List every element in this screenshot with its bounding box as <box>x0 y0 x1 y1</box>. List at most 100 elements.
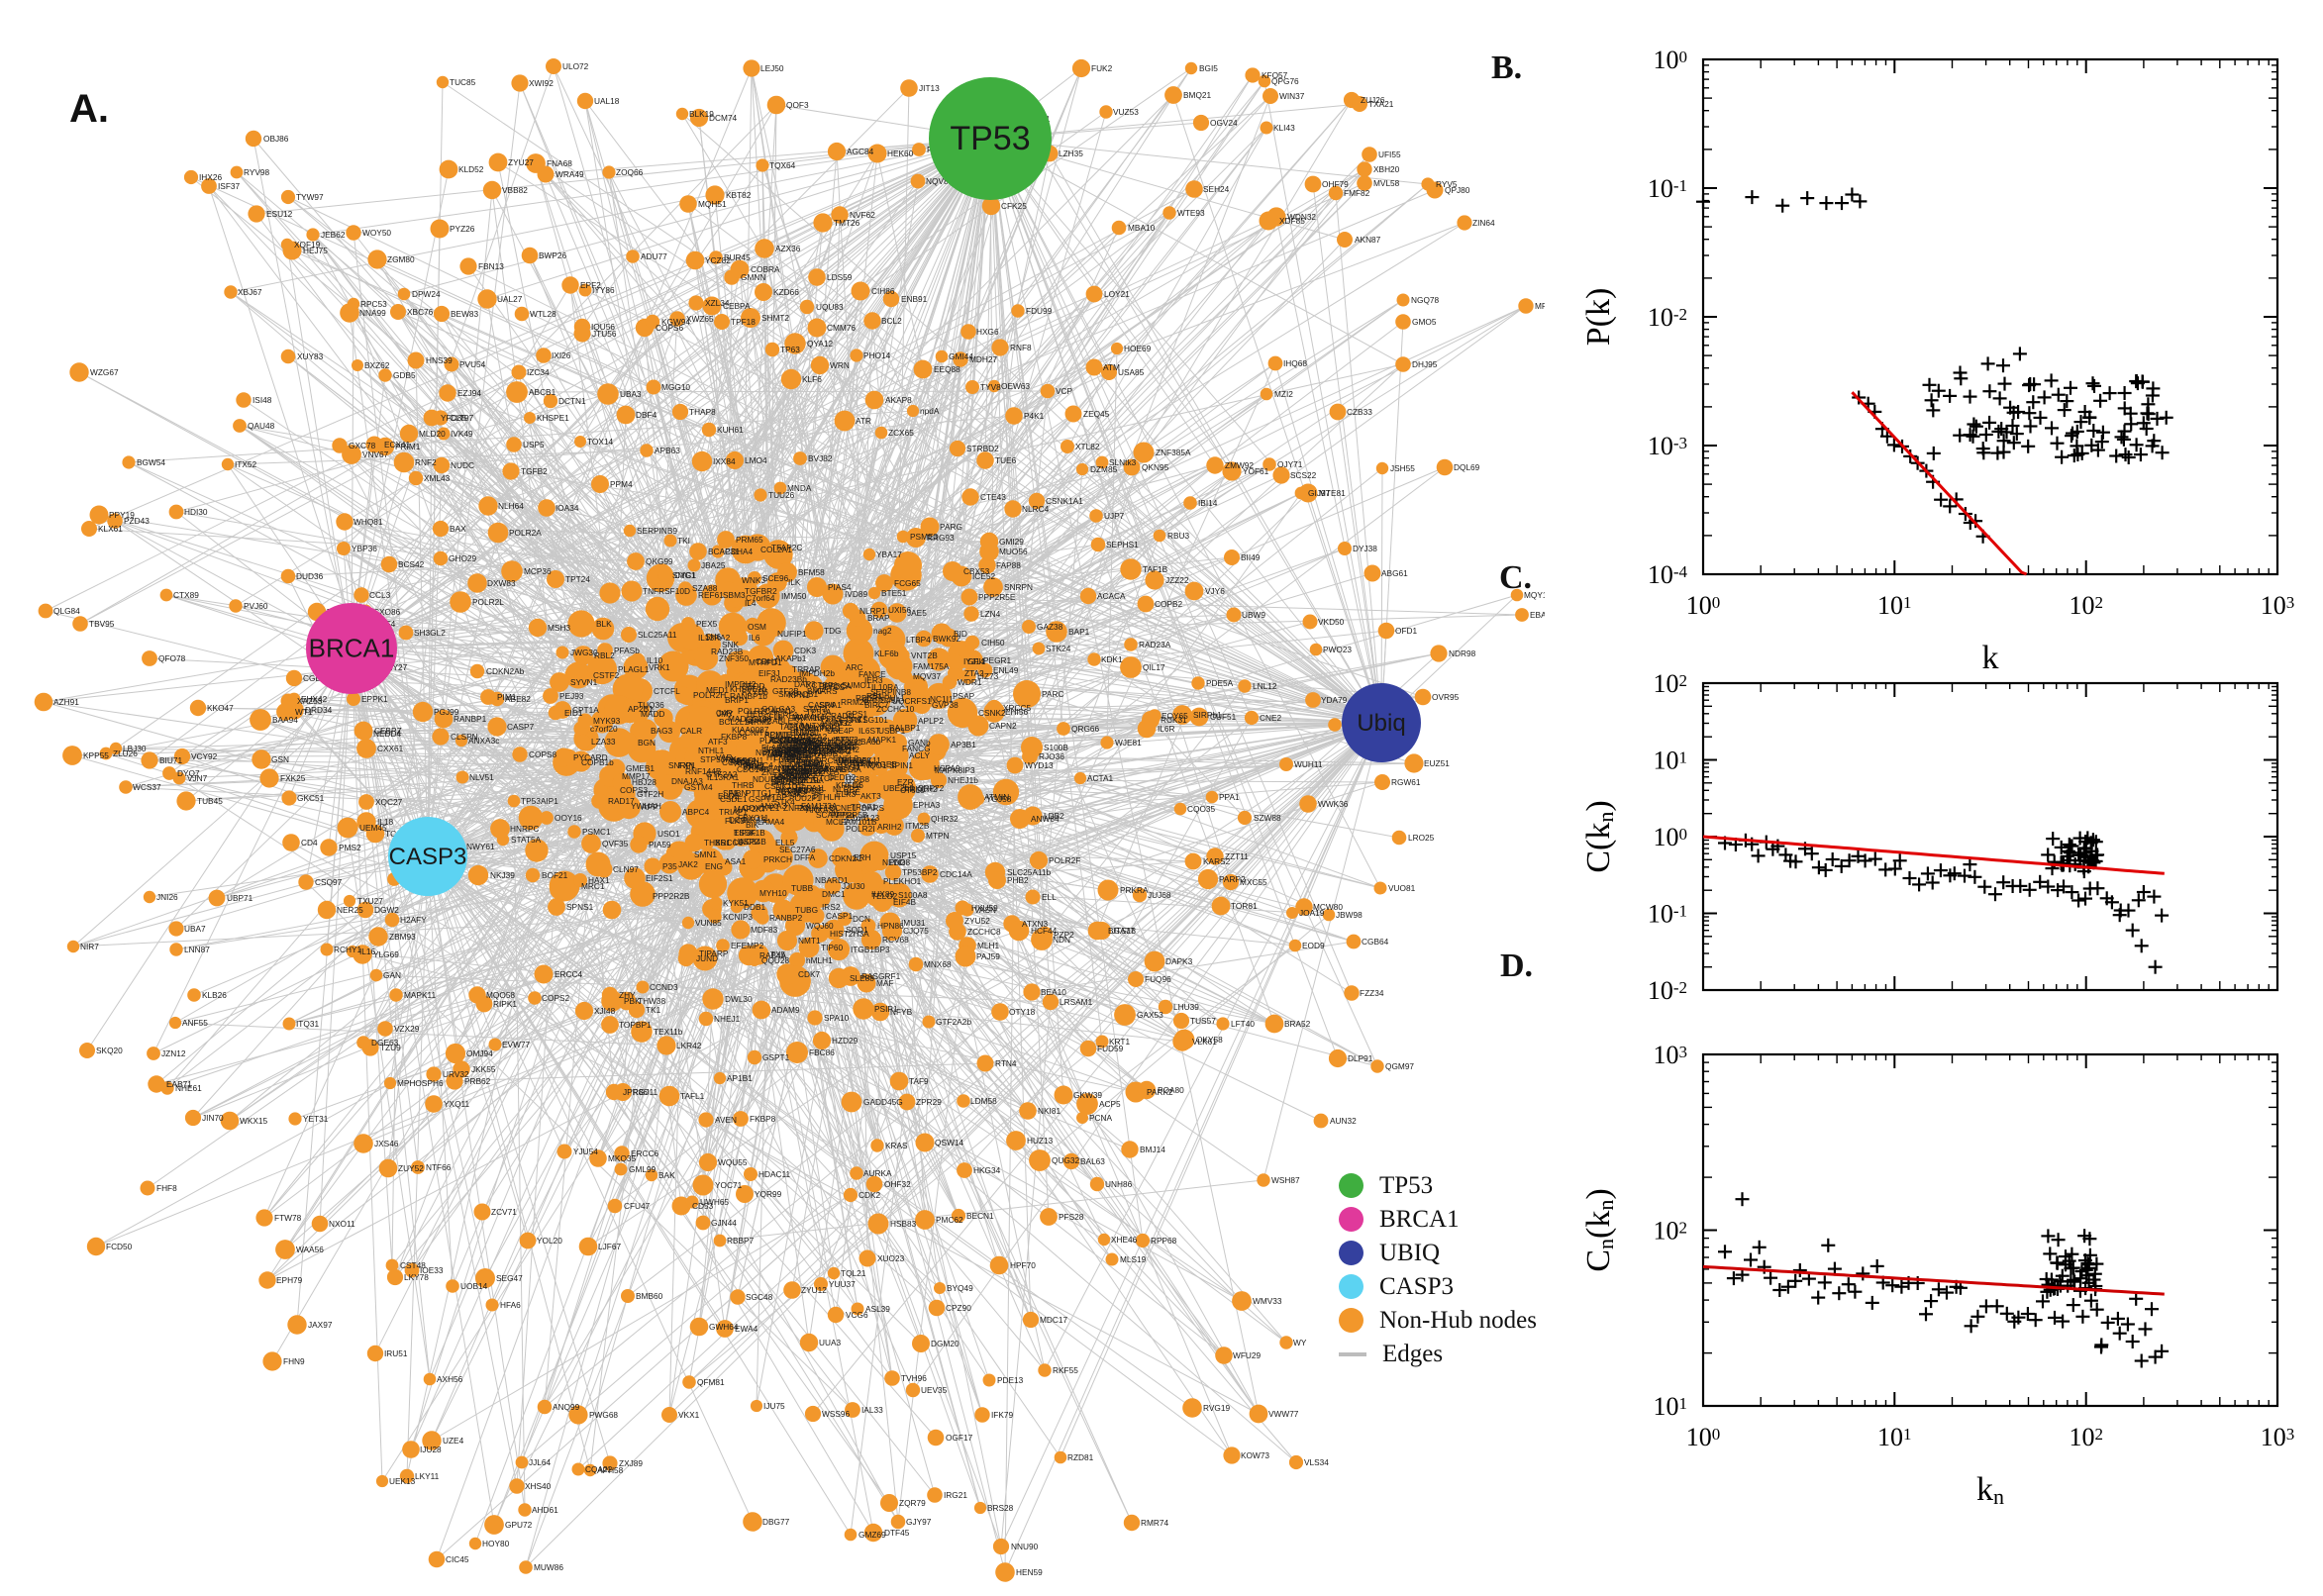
svg-text:LHU39: LHU39 <box>1173 1002 1199 1012</box>
svg-text:GWH64: GWH64 <box>709 1322 739 1332</box>
svg-text:SPNS1: SPNS1 <box>566 902 594 912</box>
svg-text:FUD59: FUD59 <box>1097 1044 1124 1053</box>
svg-text:MVL58: MVL58 <box>1373 178 1400 188</box>
svg-text:QIL17: QIL17 <box>1143 662 1165 672</box>
svg-text:HEN59: HEN59 <box>1016 1567 1043 1577</box>
svg-text:OHF79: OHF79 <box>1322 179 1349 189</box>
svg-text:MQV37: MQV37 <box>913 671 942 681</box>
svg-text:JAE5: JAE5 <box>907 608 927 618</box>
svg-text:DWL30: DWL30 <box>725 994 753 1004</box>
svg-text:CALR: CALR <box>680 726 702 736</box>
svg-text:THW38: THW38 <box>638 996 666 1006</box>
svg-text:PFS28: PFS28 <box>1059 1212 1084 1222</box>
svg-text:QSW14: QSW14 <box>935 1138 963 1147</box>
svg-text:PMC62: PMC62 <box>936 1215 963 1225</box>
svg-text:DQL69: DQL69 <box>1454 462 1480 472</box>
svg-text:AXH56: AXH56 <box>437 1374 463 1384</box>
svg-text:APB63: APB63 <box>655 446 680 455</box>
svg-text:HCF44: HCF44 <box>1031 926 1058 936</box>
svg-text:XBJ67: XBJ67 <box>238 287 262 297</box>
svg-text:WRN: WRN <box>830 360 850 370</box>
svg-text:RIPK1: RIPK1 <box>493 999 517 1009</box>
svg-text:UEK13: UEK13 <box>389 1476 416 1486</box>
svg-text:RPP68: RPP68 <box>1151 1236 1177 1246</box>
svg-text:USP2: USP2 <box>738 837 759 847</box>
svg-text:FKBP8: FKBP8 <box>721 732 748 742</box>
svg-text:MLD20: MLD20 <box>419 429 446 439</box>
svg-text:IL10: IL10 <box>647 655 663 665</box>
svg-text:SBM3: SBM3 <box>723 590 746 600</box>
svg-text:JZN12: JZN12 <box>161 1048 186 1058</box>
svg-text:ISI48: ISI48 <box>252 395 272 405</box>
svg-text:NER25: NER25 <box>337 905 363 915</box>
svg-text:CFK25: CFK25 <box>1001 201 1027 211</box>
svg-text:CSNK1A1: CSNK1A1 <box>1046 496 1083 506</box>
svg-text:PEX5: PEX5 <box>696 619 718 629</box>
svg-text:XQC27: XQC27 <box>375 797 403 807</box>
svg-text:WHQ81: WHQ81 <box>354 517 383 527</box>
svg-text:YCZ82: YCZ82 <box>705 255 731 265</box>
svg-text:APLP2: APLP2 <box>918 716 944 726</box>
svg-text:SZW88: SZW88 <box>1254 813 1281 823</box>
svg-text:TYV8: TYV8 <box>980 382 1001 392</box>
svg-text:MQH51: MQH51 <box>698 199 727 209</box>
svg-text:GJN44: GJN44 <box>711 1218 737 1228</box>
svg-text:AURKA: AURKA <box>863 1168 892 1178</box>
svg-text:MUW86: MUW86 <box>534 1562 563 1572</box>
svg-text:BWK92: BWK92 <box>933 634 961 644</box>
svg-text:VLS34: VLS34 <box>1304 1457 1329 1467</box>
svg-text:FNA68: FNA68 <box>547 158 572 168</box>
svg-text:QQU28: QQU28 <box>761 955 790 965</box>
svg-text:WTE93: WTE93 <box>1177 208 1205 218</box>
svg-text:GMO5: GMO5 <box>1412 317 1437 327</box>
svg-text:TGFB2: TGFB2 <box>521 466 548 476</box>
svg-text:RCK31: RCK31 <box>1161 715 1187 725</box>
svg-text:RAD17: RAD17 <box>608 796 635 806</box>
svg-text:CD4: CD4 <box>301 838 318 848</box>
svg-text:JZZ22: JZZ22 <box>1165 575 1189 585</box>
svg-text:REF61: REF61 <box>698 590 724 600</box>
svg-text:UBW9: UBW9 <box>1242 610 1265 620</box>
svg-text:CAPN2: CAPN2 <box>989 721 1017 731</box>
svg-text:GADD45G: GADD45G <box>863 1097 903 1107</box>
svg-text:MAPK11: MAPK11 <box>404 990 437 1000</box>
svg-text:KUH61: KUH61 <box>717 425 744 435</box>
svg-text:ABCB1: ABCB1 <box>529 387 556 397</box>
svg-text:LOY21: LOY21 <box>1104 289 1130 299</box>
svg-text:BMB60: BMB60 <box>636 1291 663 1301</box>
svg-text:MYK93: MYK93 <box>593 716 621 726</box>
svg-text:OHF32: OHF32 <box>884 1179 911 1189</box>
svg-text:P(k): P(k) <box>1580 288 1617 347</box>
svg-text:PPA1: PPA1 <box>1219 792 1240 802</box>
svg-text:IAL33: IAL33 <box>861 1405 883 1415</box>
svg-text:RCHY1: RCHY1 <box>334 945 362 954</box>
svg-text:GPS1: GPS1 <box>846 709 868 719</box>
svg-text:BAK: BAK <box>658 1170 675 1180</box>
svg-text:RTN4: RTN4 <box>995 1058 1017 1068</box>
svg-text:LKY11: LKY11 <box>415 1471 440 1481</box>
svg-text:VKX1: VKX1 <box>678 1410 700 1420</box>
svg-text:JAK2: JAK2 <box>678 859 698 869</box>
svg-text:TVH96: TVH96 <box>901 1373 927 1383</box>
svg-text:CAPN1: CAPN1 <box>764 706 792 716</box>
svg-text:ENG: ENG <box>705 861 723 871</box>
svg-text:YUU37: YUU37 <box>829 1279 856 1289</box>
svg-text:CSNK2: CSNK2 <box>978 708 1006 718</box>
svg-text:KDK1: KDK1 <box>1101 654 1123 664</box>
svg-text:DBG77: DBG77 <box>762 1517 790 1527</box>
svg-text:PPM4: PPM4 <box>610 479 633 489</box>
svg-text:YGJ58: YGJ58 <box>986 794 1012 804</box>
svg-text:UQU83: UQU83 <box>816 302 844 312</box>
svg-text:CTE43: CTE43 <box>980 492 1006 502</box>
svg-text:FXN: FXN <box>678 760 695 770</box>
svg-text:BAG3: BAG3 <box>651 726 673 736</box>
svg-text:LTBP4: LTBP4 <box>906 635 931 645</box>
svg-text:EZJ94: EZJ94 <box>457 388 481 398</box>
svg-text:FAP88: FAP88 <box>996 560 1021 570</box>
svg-text:WDR16: WDR16 <box>836 757 864 767</box>
svg-text:KZD66: KZD66 <box>773 287 799 297</box>
svg-text:EWA4: EWA4 <box>735 1324 758 1334</box>
svg-text:QAU48: QAU48 <box>248 421 275 431</box>
svg-text:CFU47: CFU47 <box>624 1201 651 1211</box>
svg-text:WZG67: WZG67 <box>90 367 119 377</box>
